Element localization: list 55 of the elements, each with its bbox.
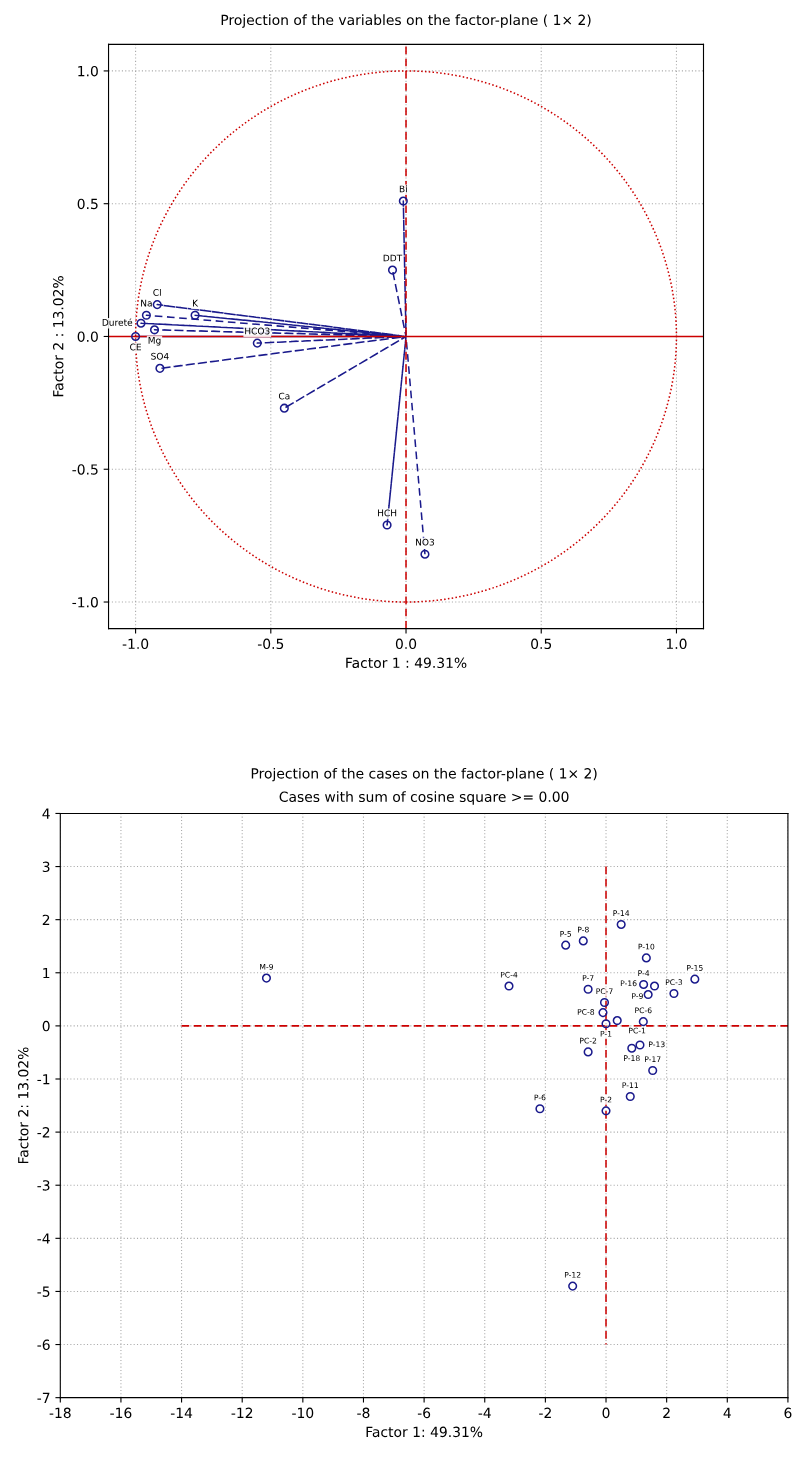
y-tick-label: 0 (42, 1020, 50, 1032)
x-tick-label: -12 (231, 1407, 253, 1418)
y-tick-label: 4 (42, 808, 50, 819)
x-tick-label: -18 (49, 1407, 71, 1419)
x-tick-label: -10 (292, 1407, 314, 1419)
x-tick-label: -8 (357, 1407, 370, 1419)
annotation: SO4 (151, 352, 169, 360)
y-tick-label: 2 (42, 914, 50, 925)
y-tick-label: -5 (37, 1286, 50, 1297)
x-tick-label: 0.5 (531, 638, 552, 650)
x-tick-label: -1.0 (122, 638, 149, 650)
y-tick-label: -2 (37, 1127, 50, 1138)
chart-title: Projection of the variables on the factor-plane ( 1× 2) (221, 14, 591, 28)
x-tick-label: -16 (110, 1407, 132, 1419)
x-tick-label: 0.0 (395, 638, 417, 650)
y-tick-label: 1.0 (78, 65, 98, 77)
x-tick-label: 2 (663, 1407, 670, 1418)
chart-title: Projection of the cases on the factor-plane ( 1× 2) (251, 767, 597, 782)
y-tick-label: -7 (37, 1392, 50, 1403)
annotation: NO3 (416, 538, 435, 546)
y-tick-label: 3 (42, 861, 50, 873)
y-tick-label: -0.5 (72, 464, 98, 475)
annotation: Bi (399, 185, 407, 193)
annotation: Ca (278, 392, 290, 400)
x-tick-label: -2 (539, 1407, 551, 1418)
annotation: DDT (383, 254, 403, 262)
y-axis-title: Factor 2: 13.02% (17, 1047, 29, 1164)
y-axis-title: Factor 2 : 13.02% (52, 276, 64, 397)
y-tick-label: -4 (37, 1233, 50, 1244)
annotation: Dureté (102, 318, 133, 326)
x-tick-label: 4 (723, 1407, 731, 1418)
x-tick-label: 1.0 (666, 638, 687, 650)
x-tick-label: -0.5 (257, 638, 284, 650)
x-axis-title: Factor 1: 49.31% (366, 1426, 483, 1438)
chart-subtitle: Cases with sum of cosine square >= 0.00 (279, 791, 569, 805)
x-tick-label: -6 (417, 1407, 431, 1419)
y-tick-label: -6 (37, 1339, 50, 1351)
y-tick-label: -1 (37, 1074, 50, 1085)
annotation: CE (130, 343, 142, 351)
annotation: HCO3 (245, 327, 270, 335)
y-tick-label: 0.5 (77, 198, 98, 210)
annotation: K (193, 299, 199, 307)
y-tick-label: 1 (43, 967, 50, 979)
y-tick-label: 0.0 (77, 331, 98, 342)
x-axis-title: Factor 1 : 49.31% (346, 657, 467, 669)
x-tick-label: 0 (602, 1407, 610, 1419)
x-tick-label: -4 (478, 1407, 491, 1418)
annotation: Mg (148, 337, 161, 346)
y-tick-label: -1.0 (72, 596, 98, 608)
x-tick-label: 6 (784, 1407, 792, 1419)
annotation: Cl (153, 288, 161, 296)
y-tick-label: -3 (37, 1180, 50, 1191)
x-tick-label: -14 (170, 1407, 193, 1418)
annotation: HCH (378, 509, 397, 517)
annotation: Na (141, 299, 152, 307)
